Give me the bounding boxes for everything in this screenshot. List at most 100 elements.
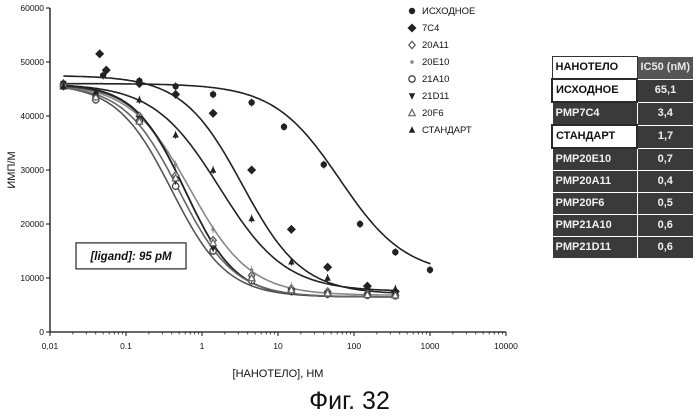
x-tick-label: 10000 — [494, 341, 518, 351]
x-axis-label: [НАНОТЕЛО], НМ — [233, 368, 324, 380]
ic50-row-name: PMP20E10 — [551, 147, 638, 171]
ic50-row-name: PMP21D11 — [551, 236, 638, 259]
legend-label: 20F6 — [422, 108, 444, 119]
ic50-table-row: PMP7C4 3,4 — [551, 101, 694, 126]
data-point — [99, 72, 107, 79]
data-point — [211, 227, 215, 232]
y-tick-label: 10000 — [20, 273, 44, 283]
data-point — [101, 65, 111, 75]
data-point — [323, 288, 332, 297]
ic50-row-name: PMP20A11 — [551, 170, 638, 193]
ic50-table-row: PMP20E10 0,7 — [551, 147, 694, 171]
legend-label: 20E10 — [422, 57, 449, 68]
legend-marker — [407, 23, 417, 33]
annotation-box — [75, 242, 187, 270]
data-point — [95, 49, 105, 59]
legend-label: СТАНДАРТ — [422, 125, 472, 136]
ic50-row-name: ИСХОДНОЕ — [551, 78, 638, 103]
x-tick-label: 0,01 — [42, 341, 59, 351]
data-point — [288, 258, 295, 265]
legend-label: ИСХОДНОЕ — [422, 6, 475, 17]
ic50-header-value: IC50 (nM) — [636, 56, 694, 80]
data-point — [392, 248, 399, 256]
data-point — [247, 272, 256, 282]
data-point — [91, 92, 100, 101]
data-point — [92, 88, 99, 95]
legend-marker — [408, 7, 416, 15]
fit-curve-СТАНДАРТ — [63, 84, 397, 292]
data-point — [171, 89, 181, 99]
data-point — [247, 165, 257, 175]
data-point — [60, 82, 67, 89]
ic50-table-row: PMP21D11 0,6 — [551, 236, 694, 259]
data-point — [209, 91, 217, 98]
legend-marker — [410, 60, 414, 64]
legend-label: 21D11 — [422, 91, 449, 102]
data-point — [280, 123, 288, 130]
ic50-table-header: НАНОТЕЛО IC50 (nM) — [551, 56, 694, 80]
ic50-table-row: СТАНДАРТ 1,7 — [551, 124, 694, 149]
data-point — [356, 220, 364, 228]
legend-marker — [408, 75, 416, 83]
data-point — [135, 116, 144, 125]
ic50-row-value: 1,7 — [636, 124, 694, 149]
ic50-table: НАНОТЕЛО IC50 (nM) ИСХОДНОЕ 65,1 PMP7C4 3,4… — [551, 56, 694, 259]
ic50-table-body: НАНОТЕЛО IC50 (nM) ИСХОДНОЕ 65,1 PMP7C4 3,4… — [551, 56, 694, 259]
data-point — [136, 96, 143, 103]
data-point — [172, 83, 179, 90]
ic50-row-name: СТАНДАРТ — [551, 124, 638, 149]
annotation-text: [ligand]: 95 pM — [89, 251, 172, 263]
ic50-table-row: ИСХОДНОЕ 65,1 — [551, 78, 694, 103]
ic50-row-value: 3,4 — [636, 101, 694, 126]
data-point — [208, 237, 218, 247]
y-tick-label: 20000 — [20, 219, 44, 229]
x-tick-label: 1 — [200, 341, 205, 351]
ic50-table-row: PMP20A11 0,4 — [551, 170, 694, 193]
legend-marker — [408, 93, 416, 100]
ic50-row-name: PMP20F6 — [551, 192, 638, 215]
data-point — [426, 266, 434, 274]
data-point — [363, 289, 372, 299]
data-point — [323, 262, 333, 272]
ic50-row-value: 0,6 — [636, 236, 694, 259]
ic50-row-value: 0,5 — [636, 192, 694, 215]
fit-curve-20E10 — [63, 85, 397, 296]
data-point — [208, 108, 218, 118]
x-tick-label: 1000 — [421, 341, 440, 351]
data-point — [324, 274, 331, 281]
data-point — [320, 161, 327, 168]
data-point — [391, 290, 400, 299]
ic50-row-value: 65,1 — [636, 78, 694, 103]
data-point — [248, 214, 255, 222]
ic50-row-name: PMP21A10 — [551, 214, 638, 237]
y-tick-label: 0 — [39, 327, 44, 337]
data-point — [171, 173, 180, 182]
data-point — [134, 79, 144, 89]
data-point — [287, 284, 296, 294]
x-tick-label: 10 — [273, 341, 283, 351]
data-point — [248, 99, 255, 106]
ic50-header-nanobody: НАНОТЕЛО — [551, 56, 638, 80]
figure-caption: Фиг. 32 — [309, 387, 390, 415]
ic50-table-row: PMP21A10 0,6 — [551, 214, 694, 237]
y-axis-label: ИМП/М — [6, 151, 18, 188]
data-point — [286, 224, 296, 234]
legend-marker — [408, 126, 416, 133]
fit-curve-20F6 — [63, 87, 397, 298]
y-tick-label: 30000 — [20, 165, 44, 175]
legend-label: 7C4 — [422, 23, 439, 34]
fit-curve-ИСХОДНОЕ — [63, 82, 431, 265]
data-point — [209, 166, 217, 173]
ic50-row-value: 0,7 — [636, 147, 694, 171]
legend-label: 21A10 — [422, 74, 449, 85]
ic50-row-value: 0,6 — [636, 214, 694, 237]
y-tick-label: 50000 — [20, 57, 44, 67]
y-tick-label: 40000 — [20, 111, 44, 121]
ic50-table-row: PMP20F6 0,5 — [551, 192, 694, 215]
ic50-row-name: PMP7C4 — [551, 101, 638, 126]
legend-marker — [408, 40, 416, 50]
data-point — [364, 282, 371, 289]
data-point — [392, 285, 399, 292]
